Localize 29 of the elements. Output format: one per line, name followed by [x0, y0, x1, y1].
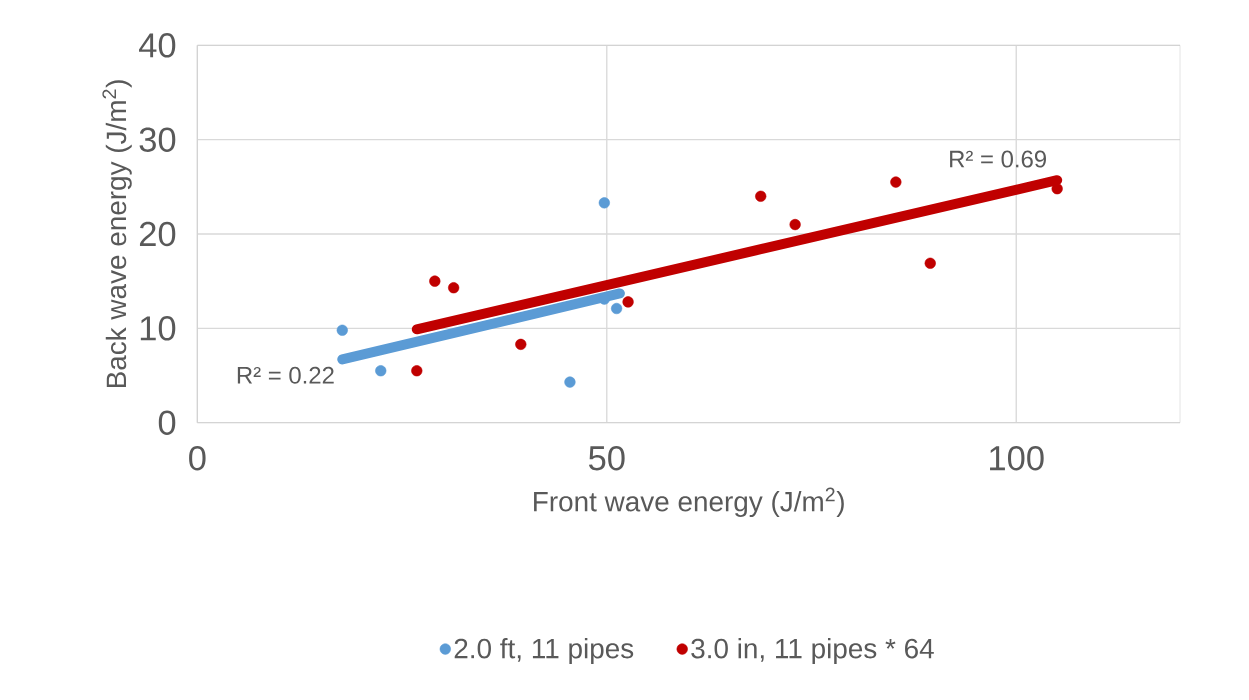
- annotation: R² = 0.69: [950, 150, 1046, 168]
- y-axis-title: Back wave energy (J/m$^{2}$): [102, 80, 132, 388]
- point: [515, 338, 527, 350]
- x-tick-label: 0: [189, 446, 206, 471]
- y-tick-label: 30: [139, 127, 176, 152]
- legend-label: 2.0 ft, 11 pipes: [454, 637, 634, 664]
- point: [611, 302, 623, 315]
- point: [429, 275, 441, 287]
- point: [411, 365, 423, 377]
- point: [890, 176, 902, 188]
- point: [336, 324, 348, 336]
- point: [755, 190, 767, 202]
- point: [564, 376, 576, 388]
- y-tick-label: 40: [139, 33, 176, 58]
- point: [1051, 183, 1063, 195]
- x-tick-label: 50: [588, 446, 625, 471]
- point: [924, 257, 936, 269]
- point: [375, 365, 387, 377]
- x-axis-title: Front wave energy (J/m$^{2}$): [534, 487, 844, 518]
- point: [448, 282, 460, 294]
- x-tick-label: 100: [990, 446, 1044, 471]
- point: [789, 218, 801, 231]
- y-tick-label: 0: [158, 410, 176, 435]
- annotation: R² = 0.22: [237, 366, 334, 384]
- y-tick-label: 10: [140, 316, 176, 341]
- legend-label: 3.0 in, 11 pipes * 64: [691, 637, 934, 664]
- point: [598, 197, 610, 209]
- point: [622, 296, 634, 308]
- y-tick-label: 20: [139, 221, 176, 247]
